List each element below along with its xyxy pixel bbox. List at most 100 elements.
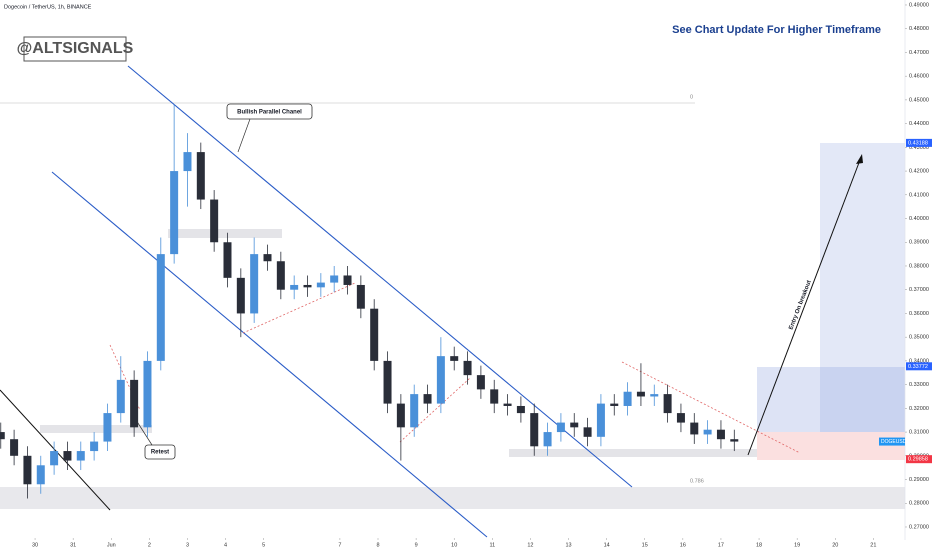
candle-body: [223, 242, 232, 278]
x-tick-label: 2: [148, 542, 151, 548]
candle-body: [636, 391, 645, 397]
zone: [168, 229, 282, 238]
x-tick-label: 30: [32, 542, 38, 548]
candle-body: [650, 394, 659, 397]
candle-body: [503, 403, 512, 406]
y-tick-label: 0.34000: [909, 358, 929, 364]
candle-body: [490, 389, 499, 404]
y-tick-label: 0.44000: [909, 121, 929, 127]
y-tick-label: 0.41000: [909, 192, 929, 198]
candle-body: [716, 429, 725, 440]
candle-body: [343, 275, 352, 285]
candle-body: [436, 356, 445, 404]
candle-body: [23, 455, 32, 485]
y-tick-label: 0.45000: [909, 97, 929, 103]
zone: [40, 425, 152, 433]
candle-body: [463, 360, 472, 376]
candle-body: [263, 254, 272, 262]
candle-body: [530, 413, 539, 447]
candle-body: [396, 403, 405, 428]
annotation: Entry On breakout: [788, 280, 812, 331]
channel-line: [127, 65, 633, 488]
x-tick-label: 21: [870, 542, 876, 548]
x-tick-label: 16: [680, 542, 686, 548]
x-tick-label: 5: [262, 542, 265, 548]
annotation: Bullish Parallel Chanel: [237, 110, 302, 116]
dashed-line: [242, 282, 356, 334]
dashed-line: [621, 361, 801, 454]
candle-body: [583, 427, 592, 437]
candle-body: [250, 254, 259, 314]
candle-body: [730, 439, 739, 442]
y-tick-label: 0.42000: [909, 169, 929, 175]
candle-body: [476, 375, 485, 390]
x-tick-label: 13: [565, 542, 571, 548]
price-label: 0.33772: [908, 364, 928, 370]
candle-body: [143, 360, 152, 428]
x-tick-label: 31: [70, 542, 76, 548]
y-tick-label: 0.36000: [909, 311, 929, 317]
candle-body: [596, 403, 605, 437]
x-tick-label: 18: [756, 542, 762, 548]
candle-body: [10, 439, 19, 456]
candle-body: [303, 284, 312, 288]
candle-body: [543, 432, 552, 447]
candle-body: [610, 403, 619, 406]
callout-pointer: [135, 419, 153, 446]
y-tick-label: 0.38000: [909, 263, 929, 269]
y-tick-label: 0.35000: [909, 335, 929, 341]
annotation: Retest: [151, 450, 169, 456]
candle-body: [116, 379, 125, 414]
candle-body: [410, 394, 419, 428]
y-tick-label: 0.39000: [909, 240, 929, 246]
candle-body: [236, 277, 245, 314]
price-axis: [905, 0, 932, 550]
x-tick-label: 11: [489, 542, 495, 548]
chart-title: Dogecoin / TetherUS, 1h, BINANCE: [4, 4, 92, 10]
candle-body: [450, 356, 459, 361]
candle-body: [516, 405, 525, 414]
zone: [509, 449, 801, 457]
price-label: 0.29858: [908, 457, 928, 463]
candle-body: [103, 413, 112, 442]
candle-body: [623, 391, 632, 406]
y-tick-label: 0.43000: [909, 145, 929, 151]
candle-body: [276, 261, 285, 290]
candle-body: [356, 284, 365, 309]
x-tick-label: 10: [451, 542, 457, 548]
candle-body: [703, 429, 712, 435]
x-tick-label: 3: [186, 542, 189, 548]
y-tick-label: 0.40000: [909, 216, 929, 222]
y-tick-label: 0.37000: [909, 287, 929, 293]
trend-line: [0, 389, 111, 511]
arrow-head: [856, 154, 863, 164]
candle-body: [370, 308, 379, 361]
y-tick-label: 0.49000: [909, 2, 929, 8]
fib-label: 0: [690, 94, 693, 100]
watermark-box: [23, 36, 127, 62]
callout-box: [144, 444, 176, 460]
candle-body: [556, 422, 565, 433]
callout-box: [226, 103, 313, 120]
y-tick-label: 0.48000: [909, 26, 929, 32]
y-tick-label: 0.28000: [909, 501, 929, 507]
y-tick-label: 0.31000: [909, 430, 929, 436]
x-tick-label: 17: [718, 542, 724, 548]
target-box: [820, 143, 905, 367]
headline: See Chart Update For Higher Timeframe: [672, 24, 881, 36]
candle-body: [50, 451, 59, 466]
symbol-label-bg: [879, 437, 905, 446]
candle-body: [63, 451, 72, 461]
stop-box: [757, 432, 905, 460]
candle-body: [196, 152, 205, 200]
x-tick-label: 4: [224, 542, 227, 548]
candle-body: [170, 171, 179, 255]
candle-body: [156, 254, 165, 361]
candle-body: [423, 394, 432, 404]
price-label-bg: [906, 138, 932, 147]
candle-body: [76, 451, 85, 461]
target-box: [820, 367, 905, 432]
x-tick-label: 8: [376, 542, 379, 548]
candle-body: [663, 394, 672, 414]
candle-body: [690, 422, 699, 435]
